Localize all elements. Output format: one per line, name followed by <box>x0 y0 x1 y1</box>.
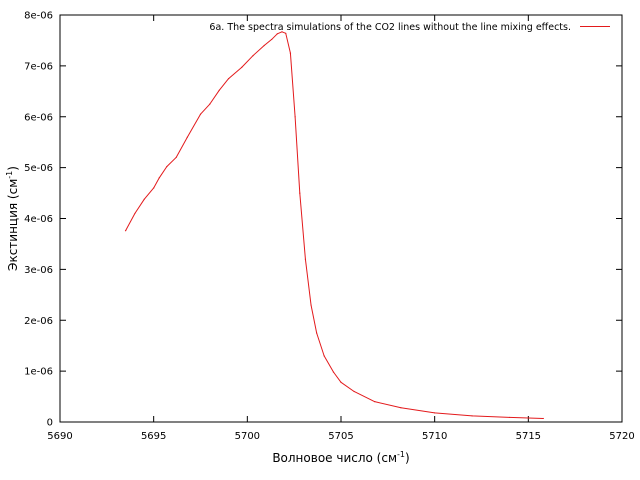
x-axis-title: Волновое число (см-1) <box>272 450 409 465</box>
data-point <box>323 355 325 357</box>
data-point <box>158 177 160 179</box>
x-tick-label: 5710 <box>422 431 447 442</box>
data-point <box>509 416 511 419</box>
data-point <box>271 38 273 41</box>
y-tick-label: 6e-06 <box>24 112 53 123</box>
data-point <box>209 103 211 105</box>
y-axis-title-sup: -1 <box>5 171 14 179</box>
data-point <box>542 417 544 420</box>
y-tick-label: 2e-06 <box>24 316 53 327</box>
y-axis-title: Экстинция (см-1) <box>5 166 20 271</box>
y-tick-label: 1e-06 <box>24 367 53 378</box>
x-tick-label: 5695 <box>141 431 166 442</box>
data-point <box>143 198 145 200</box>
data-point <box>340 381 342 383</box>
x-tick-label: 5700 <box>235 431 260 442</box>
data-point <box>289 52 292 54</box>
data-point <box>124 230 127 232</box>
data-point <box>241 66 243 69</box>
x-tick-label: 5705 <box>328 431 353 442</box>
data-point <box>263 44 265 47</box>
data-point <box>374 401 376 403</box>
data-point <box>316 332 318 334</box>
data-point <box>304 258 307 260</box>
legend: 6a. The spectra simulations of the CO2 l… <box>209 22 610 33</box>
x-axis-title-sup: -1 <box>397 450 405 459</box>
y-tick-label: 4e-06 <box>24 214 53 225</box>
data-point <box>276 33 278 35</box>
data-point <box>186 136 188 138</box>
y-tick-label: 8e-06 <box>24 11 53 22</box>
data-point <box>353 390 355 393</box>
data-point <box>175 156 177 159</box>
series-line <box>125 31 544 419</box>
x-axis: 5690 5695 5700 5705 5710 5715 5720 <box>47 15 635 442</box>
data-point <box>400 407 402 409</box>
data-point <box>299 192 301 194</box>
data-point <box>294 116 296 118</box>
x-tick-label: 5720 <box>609 431 634 442</box>
data-point <box>153 187 155 189</box>
x-tick-label: 5690 <box>47 431 72 442</box>
data-point <box>332 371 335 373</box>
y-tick-label: 3e-06 <box>24 265 53 276</box>
y-axis-title-end: ) <box>6 166 20 171</box>
data-point <box>199 113 202 115</box>
data-point <box>471 415 473 417</box>
data-point <box>228 77 230 80</box>
plot-area-frame <box>59 14 623 423</box>
x-axis-title-end: ) <box>405 451 410 465</box>
y-tick-label: 0 <box>47 418 53 429</box>
y-tick-label: 5e-06 <box>24 163 53 174</box>
data-point <box>281 31 283 33</box>
data-point <box>285 32 287 34</box>
y-axis: 0 1e-06 2e-06 3e-06 4e-06 5e-06 6e-06 7e-06 8e-0… <box>24 11 622 429</box>
x-tick-label: 5715 <box>516 431 541 442</box>
y-axis-title-main: Экстинция (см <box>6 179 20 271</box>
data-point <box>310 304 312 306</box>
x-axis-title-main: Волновое число (см <box>272 451 397 465</box>
data-point <box>434 412 436 414</box>
series-layer <box>124 31 544 420</box>
y-tick-label: 7e-06 <box>24 61 53 72</box>
data-point <box>252 55 254 57</box>
data-point <box>218 89 220 91</box>
legend-label: 6a. The spectra simulations of the CO2 l… <box>209 22 571 33</box>
data-point <box>134 212 136 215</box>
data-point <box>166 166 168 168</box>
